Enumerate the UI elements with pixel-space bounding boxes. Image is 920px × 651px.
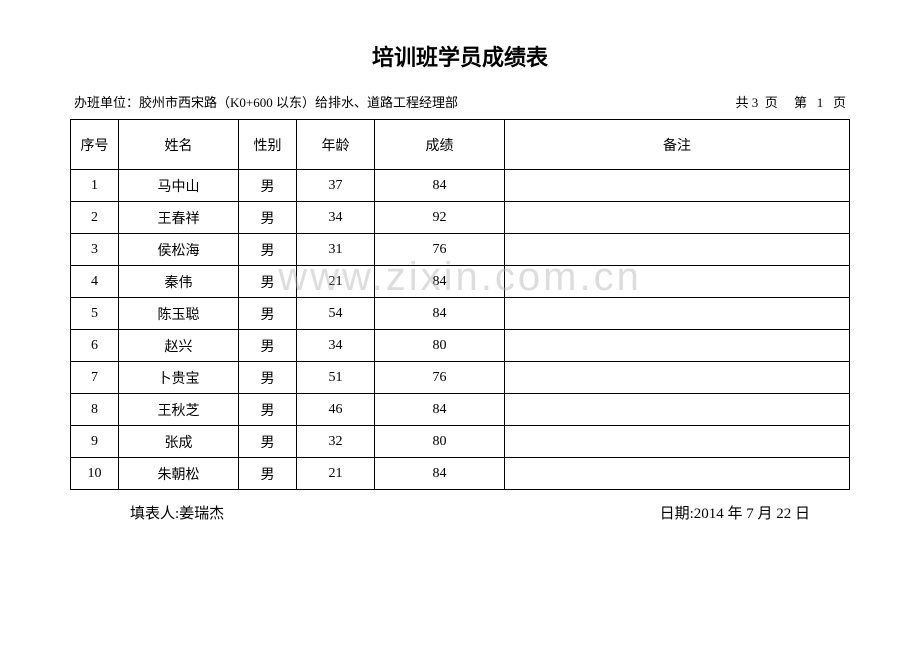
- cell-name: 朱朝松: [119, 458, 239, 490]
- cell-name: 王秋芝: [119, 394, 239, 426]
- table-row: 6赵兴男3480: [71, 330, 850, 362]
- cell-seq: 3: [71, 234, 119, 266]
- table-row: 3侯松海男3176: [71, 234, 850, 266]
- cell-age: 34: [297, 202, 375, 234]
- cell-seq: 1: [71, 170, 119, 202]
- table-row: 4秦伟男2184: [71, 266, 850, 298]
- cell-score: 84: [375, 458, 505, 490]
- cell-seq: 6: [71, 330, 119, 362]
- table-row: 2王春祥男3492: [71, 202, 850, 234]
- cell-seq: 9: [71, 426, 119, 458]
- filler-name: 填表人:姜瑞杰: [130, 502, 224, 523]
- cell-score: 84: [375, 394, 505, 426]
- cell-score: 84: [375, 266, 505, 298]
- cell-name: 赵兴: [119, 330, 239, 362]
- cell-age: 34: [297, 330, 375, 362]
- cell-gender: 男: [239, 266, 297, 298]
- header-name: 姓名: [119, 120, 239, 170]
- cell-gender: 男: [239, 362, 297, 394]
- cell-age: 51: [297, 362, 375, 394]
- subtitle-row: 办班单位：胶州市西宋路（K0+600 以东）给排水、道路工程经理部 共 3 页 …: [70, 92, 850, 111]
- cell-gender: 男: [239, 298, 297, 330]
- cell-remark: [505, 266, 850, 298]
- cell-name: 侯松海: [119, 234, 239, 266]
- cell-age: 37: [297, 170, 375, 202]
- cell-remark: [505, 202, 850, 234]
- cell-gender: 男: [239, 234, 297, 266]
- cell-seq: 10: [71, 458, 119, 490]
- table-row: 5陈玉聪男5484: [71, 298, 850, 330]
- score-table: 序号 姓名 性别 年龄 成绩 备注 1马中山男37842王春祥男34923侯松海…: [70, 119, 850, 490]
- cell-gender: 男: [239, 458, 297, 490]
- cell-age: 32: [297, 426, 375, 458]
- cell-gender: 男: [239, 330, 297, 362]
- cell-age: 21: [297, 266, 375, 298]
- cell-name: 马中山: [119, 170, 239, 202]
- page-indicator: 共 3 页 第 1 页: [735, 92, 846, 111]
- cell-seq: 8: [71, 394, 119, 426]
- cell-seq: 2: [71, 202, 119, 234]
- footer-row: 填表人:姜瑞杰 日期:2014 年 7 月 22 日: [70, 502, 850, 523]
- cell-remark: [505, 362, 850, 394]
- table-row: 10朱朝松男2184: [71, 458, 850, 490]
- header-gender: 性别: [239, 120, 297, 170]
- table-body: 1马中山男37842王春祥男34923侯松海男31764秦伟男21845陈玉聪男…: [71, 170, 850, 490]
- cell-score: 76: [375, 362, 505, 394]
- header-seq: 序号: [71, 120, 119, 170]
- header-age: 年龄: [297, 120, 375, 170]
- cell-score: 84: [375, 298, 505, 330]
- page-title: 培训班学员成绩表: [70, 40, 850, 72]
- table-row: 7卜贵宝男5176: [71, 362, 850, 394]
- cell-name: 卜贵宝: [119, 362, 239, 394]
- cell-age: 46: [297, 394, 375, 426]
- table-row: 8王秋芝男4684: [71, 394, 850, 426]
- cell-name: 秦伟: [119, 266, 239, 298]
- cell-score: 84: [375, 170, 505, 202]
- cell-remark: [505, 298, 850, 330]
- cell-remark: [505, 458, 850, 490]
- cell-gender: 男: [239, 426, 297, 458]
- cell-score: 76: [375, 234, 505, 266]
- header-score: 成绩: [375, 120, 505, 170]
- cell-score: 80: [375, 426, 505, 458]
- cell-age: 21: [297, 458, 375, 490]
- cell-seq: 4: [71, 266, 119, 298]
- organizer-label: 办班单位：胶州市西宋路（K0+600 以东）给排水、道路工程经理部: [74, 92, 735, 111]
- cell-score: 92: [375, 202, 505, 234]
- table-row: 9张成男3280: [71, 426, 850, 458]
- cell-name: 陈玉聪: [119, 298, 239, 330]
- cell-seq: 7: [71, 362, 119, 394]
- cell-score: 80: [375, 330, 505, 362]
- cell-name: 张成: [119, 426, 239, 458]
- cell-remark: [505, 330, 850, 362]
- table-header-row: 序号 姓名 性别 年龄 成绩 备注: [71, 120, 850, 170]
- cell-remark: [505, 394, 850, 426]
- cell-seq: 5: [71, 298, 119, 330]
- table-row: 1马中山男3784: [71, 170, 850, 202]
- cell-gender: 男: [239, 170, 297, 202]
- cell-remark: [505, 170, 850, 202]
- fill-date: 日期:2014 年 7 月 22 日: [660, 502, 810, 523]
- cell-gender: 男: [239, 394, 297, 426]
- cell-age: 54: [297, 298, 375, 330]
- cell-remark: [505, 234, 850, 266]
- header-remark: 备注: [505, 120, 850, 170]
- cell-name: 王春祥: [119, 202, 239, 234]
- cell-age: 31: [297, 234, 375, 266]
- cell-gender: 男: [239, 202, 297, 234]
- cell-remark: [505, 426, 850, 458]
